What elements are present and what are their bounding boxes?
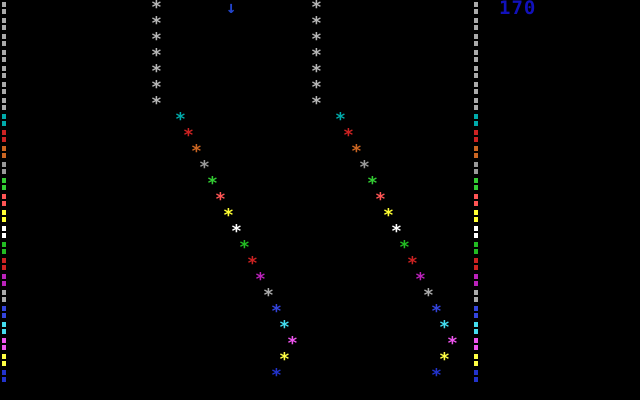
right-border-dash [474, 176, 478, 192]
right-border-dash [474, 0, 478, 16]
trail-asterisk: * [287, 333, 298, 354]
right-border-dash [474, 160, 478, 176]
right-border-dash [474, 128, 478, 144]
right-border-dash [474, 352, 478, 368]
trail-asterisk: * [431, 365, 442, 386]
right-border-dash [474, 304, 478, 320]
right-border-dash [474, 336, 478, 352]
left-border-dash [2, 336, 6, 352]
left-border-dash [2, 32, 6, 48]
left-border-dash [2, 224, 6, 240]
right-border-dash [474, 64, 478, 80]
trail-asterisk: * [375, 189, 386, 210]
star-column-asterisk: * [311, 61, 322, 82]
right-border-dash [474, 48, 478, 64]
score-counter: 170 [499, 0, 537, 19]
left-border-dash [2, 112, 6, 128]
trail-asterisk: * [223, 205, 234, 226]
trail-asterisk: * [383, 205, 394, 226]
down-arrow-icon: ↓ [226, 0, 237, 18]
right-border-dash [474, 240, 478, 256]
left-border-dash [2, 240, 6, 256]
left-border-dash [2, 352, 6, 368]
left-border-dash [2, 272, 6, 288]
left-border-dash [2, 48, 6, 64]
left-border-dash [2, 320, 6, 336]
left-border-dash [2, 192, 6, 208]
left-border-dash [2, 128, 6, 144]
right-border-dash [474, 272, 478, 288]
left-border-dash [2, 368, 6, 384]
trail-asterisk: * [423, 285, 434, 306]
trail-asterisk: * [391, 221, 402, 242]
star-column-asterisk: * [311, 29, 322, 50]
left-border-dash [2, 160, 6, 176]
left-border-dash [2, 16, 6, 32]
left-border-dash [2, 288, 6, 304]
trail-asterisk: * [183, 125, 194, 146]
star-column-asterisk: * [151, 0, 162, 18]
left-border-dash [2, 304, 6, 320]
star-column-asterisk: * [151, 29, 162, 50]
trail-asterisk: * [279, 349, 290, 370]
right-border-dash [474, 144, 478, 160]
trail-asterisk: * [199, 157, 210, 178]
trail-asterisk: * [207, 173, 218, 194]
right-border-dash [474, 192, 478, 208]
left-border-dash [2, 256, 6, 272]
trail-asterisk: * [439, 349, 450, 370]
trail-asterisk: * [175, 109, 186, 130]
star-column-asterisk: * [151, 61, 162, 82]
right-border-dash [474, 288, 478, 304]
trail-asterisk: * [407, 253, 418, 274]
trail-asterisk: * [215, 189, 226, 210]
star-column-asterisk: * [311, 45, 322, 66]
trail-asterisk: * [255, 269, 266, 290]
trail-asterisk: * [351, 141, 362, 162]
right-border-dash [474, 96, 478, 112]
star-column-asterisk: * [151, 77, 162, 98]
trail-asterisk: * [279, 317, 290, 338]
left-border-dash [2, 208, 6, 224]
star-column-asterisk: * [311, 93, 322, 114]
right-border-dash [474, 112, 478, 128]
star-column-asterisk: * [151, 45, 162, 66]
trail-asterisk: * [335, 109, 346, 130]
right-border-dash [474, 16, 478, 32]
trail-asterisk: * [343, 125, 354, 146]
left-border-dash [2, 80, 6, 96]
trail-asterisk: * [263, 285, 274, 306]
right-border-dash [474, 208, 478, 224]
trail-asterisk: * [231, 221, 242, 242]
trail-asterisk: * [239, 237, 250, 258]
right-border-dash [474, 32, 478, 48]
trail-asterisk: * [415, 269, 426, 290]
trail-asterisk: * [271, 301, 282, 322]
trail-asterisk: * [271, 365, 282, 386]
right-border-dash [474, 224, 478, 240]
left-border-dash [2, 176, 6, 192]
left-border-dash [2, 64, 6, 80]
left-border-dash [2, 96, 6, 112]
left-border-dash [2, 144, 6, 160]
star-column-asterisk: * [151, 93, 162, 114]
trail-asterisk: * [191, 141, 202, 162]
trail-asterisk: * [447, 333, 458, 354]
right-border-dash [474, 256, 478, 272]
star-column-asterisk: * [311, 13, 322, 34]
trail-asterisk: * [431, 301, 442, 322]
trail-asterisk: * [359, 157, 370, 178]
right-border-dash [474, 320, 478, 336]
right-border-dash [474, 80, 478, 96]
left-border-dash [2, 0, 6, 16]
star-column-asterisk: * [311, 77, 322, 98]
star-column-asterisk: * [311, 0, 322, 18]
trail-asterisk: * [247, 253, 258, 274]
trail-asterisk: * [439, 317, 450, 338]
trail-asterisk: * [399, 237, 410, 258]
trail-asterisk: * [367, 173, 378, 194]
star-column-asterisk: * [151, 13, 162, 34]
right-border-dash [474, 368, 478, 384]
